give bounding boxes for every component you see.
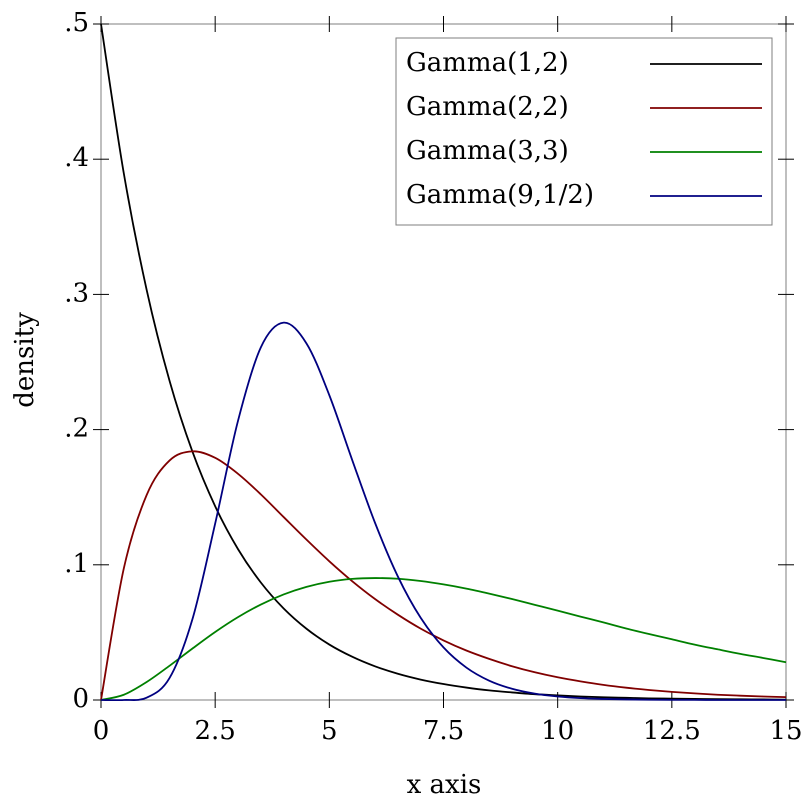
line-series xyxy=(100,450,787,701)
x-tick-label: 2.5 xyxy=(194,716,235,746)
x-tick-label: 10 xyxy=(541,716,574,746)
y-tick-label: .4 xyxy=(64,143,89,173)
legend-label: Gamma(1,2) xyxy=(406,48,569,78)
y-tick-label: .1 xyxy=(64,549,89,579)
line-series xyxy=(100,577,787,701)
legend-label: Gamma(9,1/2) xyxy=(406,180,594,210)
x-tick-label: 5 xyxy=(321,716,338,746)
x-tick-label: 7.5 xyxy=(423,716,464,746)
y-tick-label: .5 xyxy=(64,8,89,38)
y-tick-label: .3 xyxy=(64,278,89,308)
x-tick-label: 12.5 xyxy=(643,716,701,746)
y-tick-label: .2 xyxy=(64,414,89,444)
x-tick-label: 15 xyxy=(769,716,802,746)
legend-label: Gamma(2,2) xyxy=(406,92,569,122)
legend-box xyxy=(395,37,773,226)
x-tick-label: 0 xyxy=(93,716,110,746)
line-series xyxy=(100,321,786,702)
legend-label: Gamma(3,3) xyxy=(406,136,569,166)
x-axis-label: x axis xyxy=(407,770,482,800)
y-axis-label: density xyxy=(10,312,40,408)
y-tick-label: 0 xyxy=(72,684,89,714)
